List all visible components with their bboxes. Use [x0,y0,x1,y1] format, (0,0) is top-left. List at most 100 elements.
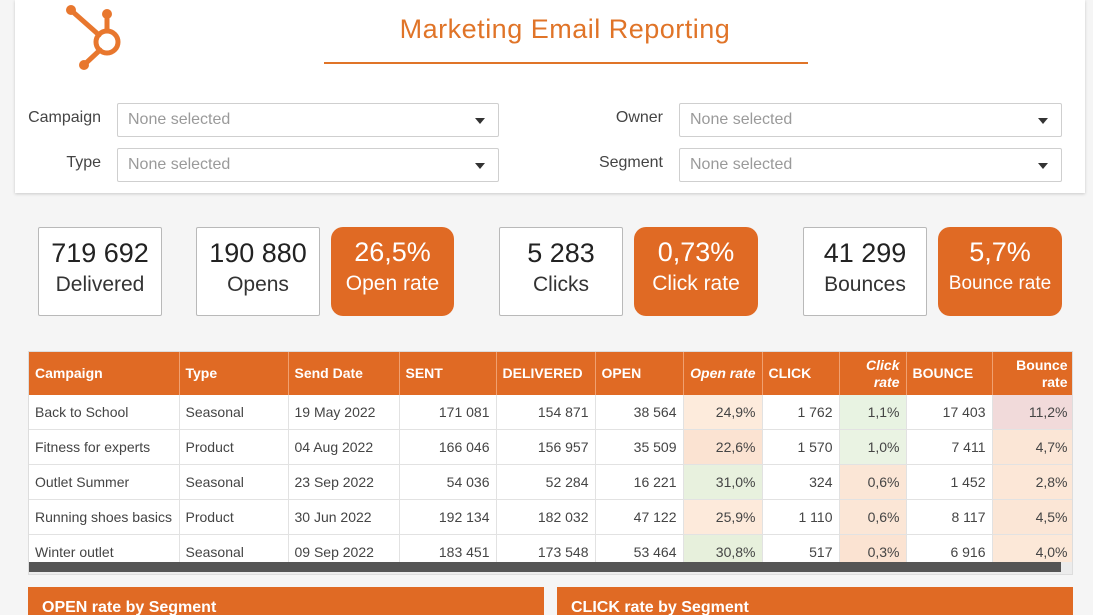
cell-delivered: 182 032 [496,499,596,535]
campaign-filter-select[interactable]: None selected [117,103,499,137]
click-rate-by-segment-title: CLICK rate by Segment [571,599,749,615]
owner-filter-label: Owner [615,109,663,126]
cell-delivered: 154 871 [496,395,596,431]
cell-send-date: 30 Jun 2022 [288,499,400,535]
kpi-clicks: 5 283 Clicks [499,227,623,316]
table-row[interactable]: Back to School Seasonal 19 May 2022 171 081… [29,395,1072,431]
cell-open-rate: 22,6% [683,429,763,466]
kpi-click-rate: 0,73% Click rate [634,227,758,316]
cell-send-date: 19 May 2022 [288,395,400,431]
kpi-delivered-label: Delivered [55,273,145,296]
page-title: Marketing Email Reporting [399,14,731,44]
cell-bounce-rate: 11,2% [992,395,1072,431]
cell-bounce: 7 411 [906,429,993,466]
kpi-delivered: 719 692 Delivered [38,227,162,316]
cell-open-rate: 31,0% [683,464,763,500]
cell-campaign: Running shoes basics [29,499,180,535]
cell-click-rate: 0,6% [839,499,907,535]
segment-filter-value: None selected [690,156,793,173]
cell-type: Product [179,429,289,466]
chevron-down-icon [1038,163,1048,169]
cell-campaign: Outlet Summer [29,464,180,500]
scrollbar-thumb[interactable] [29,562,1061,572]
cell-open-rate: 24,9% [683,395,763,431]
cell-open-rate: 25,9% [683,499,763,535]
cell-open: 35 509 [595,429,684,466]
type-filter-label: Type [66,154,101,171]
cell-delivered: 156 957 [496,429,596,466]
kpi-clicks-label: Clicks [533,273,589,296]
col-header-open-rate[interactable]: Open rate [683,352,763,395]
type-filter-value: None selected [128,156,231,173]
chevron-down-icon [475,163,485,169]
cell-bounce: 8 117 [906,499,993,535]
cell-open: 47 122 [595,499,684,535]
col-header-bounce[interactable]: BOUNCE [906,352,993,395]
cell-campaign: Back to School [29,395,180,431]
col-header-send-date[interactable]: Send Date [288,352,400,395]
col-header-bounce-rate[interactable]: Bounce rate [992,352,1072,395]
kpi-delivered-value: 719 692 [51,238,149,268]
owner-filter-select[interactable]: None selected [679,103,1062,137]
cell-sent: 171 081 [399,395,497,431]
cell-type: Seasonal [179,395,289,431]
type-filter-select[interactable]: None selected [117,148,499,182]
col-header-bounce-rate-line1: Bounce [1016,356,1068,373]
kpi-bounces-value: 41 299 [823,238,907,268]
open-rate-by-segment-title: OPEN rate by Segment [42,599,217,615]
chevron-down-icon [475,118,485,124]
cell-type: Product [179,499,289,535]
horizontal-scrollbar[interactable] [29,562,1072,574]
cell-click-rate: 1,0% [839,429,907,466]
kpi-bounce-rate: 5,7% Bounce rate [938,227,1062,316]
kpi-open-rate: 26,5% Open rate [331,227,454,316]
click-rate-by-segment-panel: CLICK rate by Segment [557,587,1073,615]
table-header-row: Campaign Type Send Date SENT DELIVERED O… [29,352,1072,395]
table-row[interactable]: Fitness for experts Product 04 Aug 2022 166… [29,429,1072,466]
cell-click-rate: 0,6% [839,464,907,500]
header-card: Marketing Email Reporting Campaign None … [15,0,1085,193]
col-header-click-rate[interactable]: Click rate [839,352,907,395]
kpi-click-rate-value: 0,73% [657,237,735,267]
cell-send-date: 04 Aug 2022 [288,429,400,466]
col-header-campaign[interactable]: Campaign [29,352,180,395]
cell-click: 1 762 [762,395,840,431]
cell-bounce-rate: 4,5% [992,499,1072,535]
cell-click-rate: 1,1% [839,395,907,431]
chevron-down-icon [1038,118,1048,124]
hubspot-logo-icon [66,5,121,70]
kpi-opens-value: 190 880 [209,238,307,268]
kpi-bounces-label: Bounces [824,273,906,296]
kpi-bounce-rate-value: 5,7% [969,237,1031,267]
cell-open: 16 221 [595,464,684,500]
kpi-opens-label: Opens [227,273,289,296]
col-header-delivered[interactable]: DELIVERED [496,352,596,395]
campaign-filter-value: None selected [128,111,231,128]
col-header-click-rate-line1: Click [866,356,900,373]
kpi-click-rate-label: Click rate [652,272,740,295]
col-header-sent[interactable]: SENT [399,352,497,395]
kpi-bounces: 41 299 Bounces [803,227,927,316]
cell-bounce: 1 452 [906,464,993,500]
title-underline [324,62,808,64]
cell-click: 1 110 [762,499,840,535]
cell-open: 38 564 [595,395,684,431]
col-header-bounce-rate-line2: rate [1041,373,1068,390]
segment-filter-label: Segment [598,154,663,171]
col-header-click[interactable]: CLICK [762,352,840,395]
kpi-opens: 190 880 Opens [196,227,320,316]
cell-sent: 166 046 [399,429,497,466]
cell-campaign: Fitness for experts [29,429,180,466]
open-rate-by-segment-panel: OPEN rate by Segment [28,587,544,615]
col-header-open[interactable]: OPEN [595,352,684,395]
cell-click: 324 [762,464,840,500]
cell-bounce-rate: 2,8% [992,464,1072,500]
table-row[interactable]: Outlet Summer Seasonal 23 Sep 2022 54 036 52… [29,464,1072,500]
kpi-clicks-value: 5 283 [527,238,595,268]
table-row[interactable]: Running shoes basics Product 30 Jun 2022 19… [29,499,1072,535]
cell-sent: 54 036 [399,464,497,500]
col-header-type[interactable]: Type [179,352,289,395]
col-header-click-rate-line2: rate [873,373,900,390]
campaign-table: Campaign Type Send Date SENT DELIVERED O… [28,351,1073,575]
segment-filter-select[interactable]: None selected [679,148,1062,182]
